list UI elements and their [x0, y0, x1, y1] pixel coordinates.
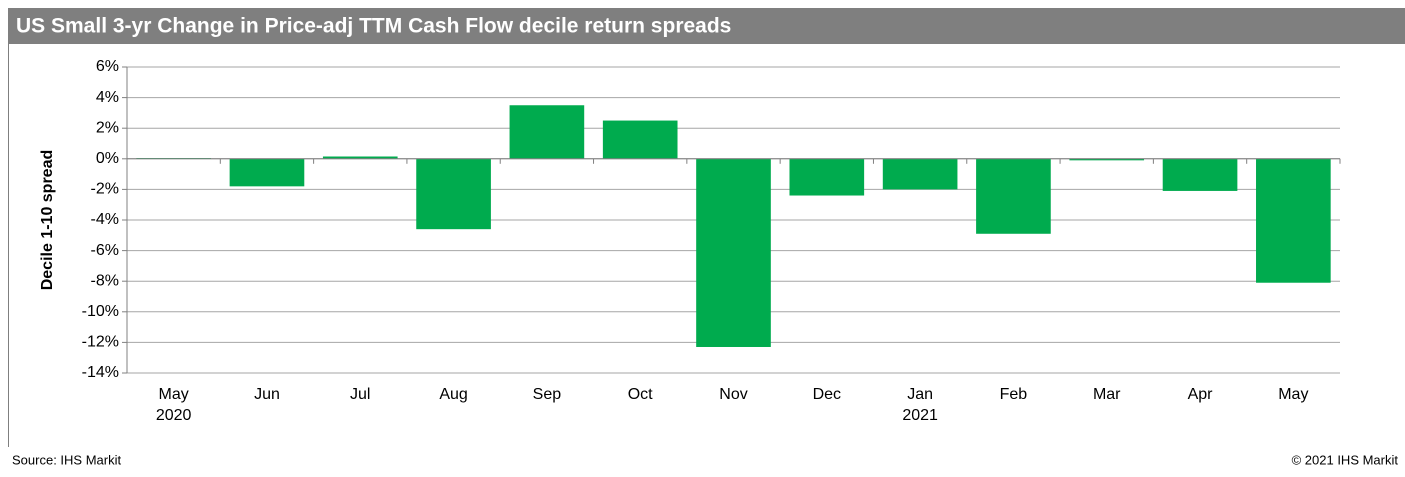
bar	[509, 105, 585, 159]
y-tick-label: -6%	[91, 242, 119, 259]
bar	[229, 158, 305, 187]
x-tick-label: Dec	[813, 386, 841, 403]
copyright: © 2021 IHS Markit	[1292, 452, 1399, 467]
x-tick-label: Jun	[254, 386, 280, 403]
y-tick-label: 2%	[96, 119, 119, 136]
chart-title: US Small 3-yr Change in Price-adj TTM Ca…	[16, 15, 731, 38]
header-bar	[8, 8, 1405, 44]
y-tick-label: 4%	[96, 89, 119, 106]
x-tick-label: Aug	[439, 386, 467, 403]
x-tick-label: Nov	[719, 386, 747, 403]
bar	[789, 158, 865, 196]
y-tick-label: 0%	[96, 150, 119, 167]
bar	[602, 120, 678, 159]
bar	[416, 158, 491, 230]
bar	[696, 158, 771, 347]
y-tick-label: 6%	[96, 58, 119, 75]
y-tick-label: -12%	[82, 334, 119, 351]
y-tick-label: -8%	[91, 272, 119, 289]
y-tick-label: -14%	[82, 364, 119, 381]
bar	[322, 156, 398, 159]
x-tick-label: May 2020	[156, 386, 192, 424]
x-tick-label: Apr	[1188, 386, 1214, 403]
x-tick-label: Jul	[350, 386, 370, 403]
bar	[1069, 158, 1145, 161]
y-tick-label: -2%	[91, 181, 119, 198]
x-tick-label: Jan 2021	[902, 386, 938, 424]
bar	[1256, 158, 1331, 283]
y-axis-label: Decile 1-10 spread	[39, 150, 56, 291]
x-tick-label: Feb	[1000, 386, 1028, 403]
x-tick-label: May	[1278, 386, 1308, 403]
x-tick-label: Mar	[1093, 386, 1121, 403]
y-tick-label: -10%	[82, 303, 119, 320]
bar	[976, 158, 1051, 234]
x-tick-label: Sep	[533, 386, 562, 403]
bar	[882, 158, 958, 190]
y-tick-label: -4%	[91, 211, 119, 228]
bar	[1162, 158, 1238, 191]
x-tick-label: Oct	[628, 386, 653, 403]
source: Source: IHS Markit	[12, 452, 121, 467]
